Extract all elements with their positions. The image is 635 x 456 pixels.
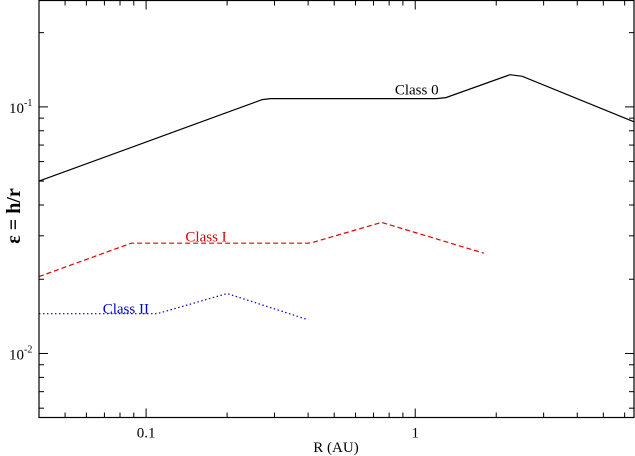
x-tick-label: 1 (411, 426, 419, 442)
series-line-2 (38, 221, 485, 278)
series-line-1 (38, 74, 635, 182)
series-lines (38, 74, 635, 321)
x-axis-label: R (AU) (313, 440, 358, 456)
series-label-3: Class II (103, 302, 149, 318)
series-label-2: Class I (185, 229, 226, 245)
y-tick-label: 10-2 (9, 344, 32, 363)
ticks (38, 0, 634, 418)
y-tick-label: 10-1 (9, 98, 32, 117)
tick-labels: 0.1 1 10-2 10-1 (9, 98, 419, 442)
plot-frame (38, 0, 635, 419)
series-label-1: Class 0 (395, 83, 439, 99)
y-axis-label: ε = h/r (3, 188, 25, 244)
series-line-3 (39, 292, 309, 321)
series-labels: Class 0 Class I Class II (103, 83, 439, 318)
x-tick-label: 0.1 (137, 426, 156, 442)
